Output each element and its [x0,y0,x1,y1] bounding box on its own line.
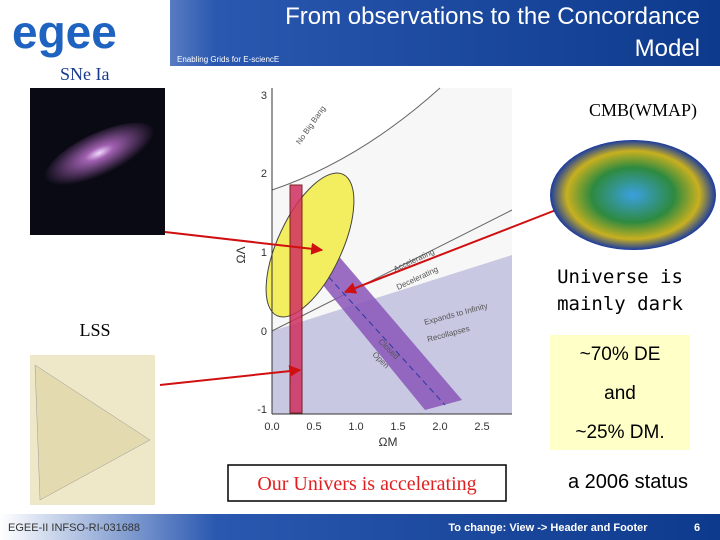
no-big-bang-region [272,88,440,190]
title-line: Model [635,35,700,62]
page-number: 6 [694,522,700,534]
dark-text: mainly dark [557,293,683,315]
x-tick-label: 0.5 [306,421,321,433]
accelerating-text: Our Univers is accelerating [257,473,476,495]
sne-ellipse [265,172,355,318]
x-tick-label: 2.5 [474,421,489,433]
lss-wedge [34,364,151,501]
status-text: a 2006 status [568,471,688,493]
y-tick-label: 1 [261,247,267,259]
cmb-map [550,140,716,250]
composition-text: and [604,383,636,404]
arrow [164,231,324,255]
lss-label: LSS [79,320,110,340]
galaxy [44,122,156,188]
footer-center: To change: View -> Header and Footer [448,522,648,534]
accel-line [271,209,513,332]
dark-text: Universe is [557,266,683,288]
logo: egee [12,6,117,58]
composition-box [550,335,690,450]
x-axis-label: ΩM [379,435,398,449]
y-tick-label: 3 [261,90,267,102]
tagline: Enabling Grids for E-sciencE [177,55,279,64]
y-tick-label: 2 [261,168,267,180]
footer-left: EGEE-II INFSO-RI-031688 [8,522,140,534]
cmb-label: CMB(WMAP) [589,100,697,121]
flat-line [294,239,446,406]
y-axis-label: ΩΛ [234,247,248,264]
composition-text: ~25% DM. [575,422,664,443]
lss-band [289,184,303,414]
accelerating-box [227,464,507,502]
dark-box [550,262,690,324]
x-tick-label: 1.5 [390,421,405,433]
x-tick-label: 1.0 [348,421,363,433]
arrow [343,209,557,294]
logo-area [0,0,170,66]
y-tick-label: -1 [257,404,267,416]
title-line: From observations to the Concordance [285,3,700,30]
boundary [271,87,441,191]
arrow [159,365,302,386]
composition-text: ~70% DE [580,344,661,365]
plot: 3 2 1 0 -1 0.0 0.5 1.0 1.5 2.0 2.5 ΩM ΩΛ… [234,87,513,449]
sne-label: SNe Ia [60,64,109,84]
y-tick-label: 0 [261,326,267,338]
footer-band [0,514,720,540]
x-tick-label: 2.0 [432,421,447,433]
x-tick-label: 0.0 [264,421,279,433]
